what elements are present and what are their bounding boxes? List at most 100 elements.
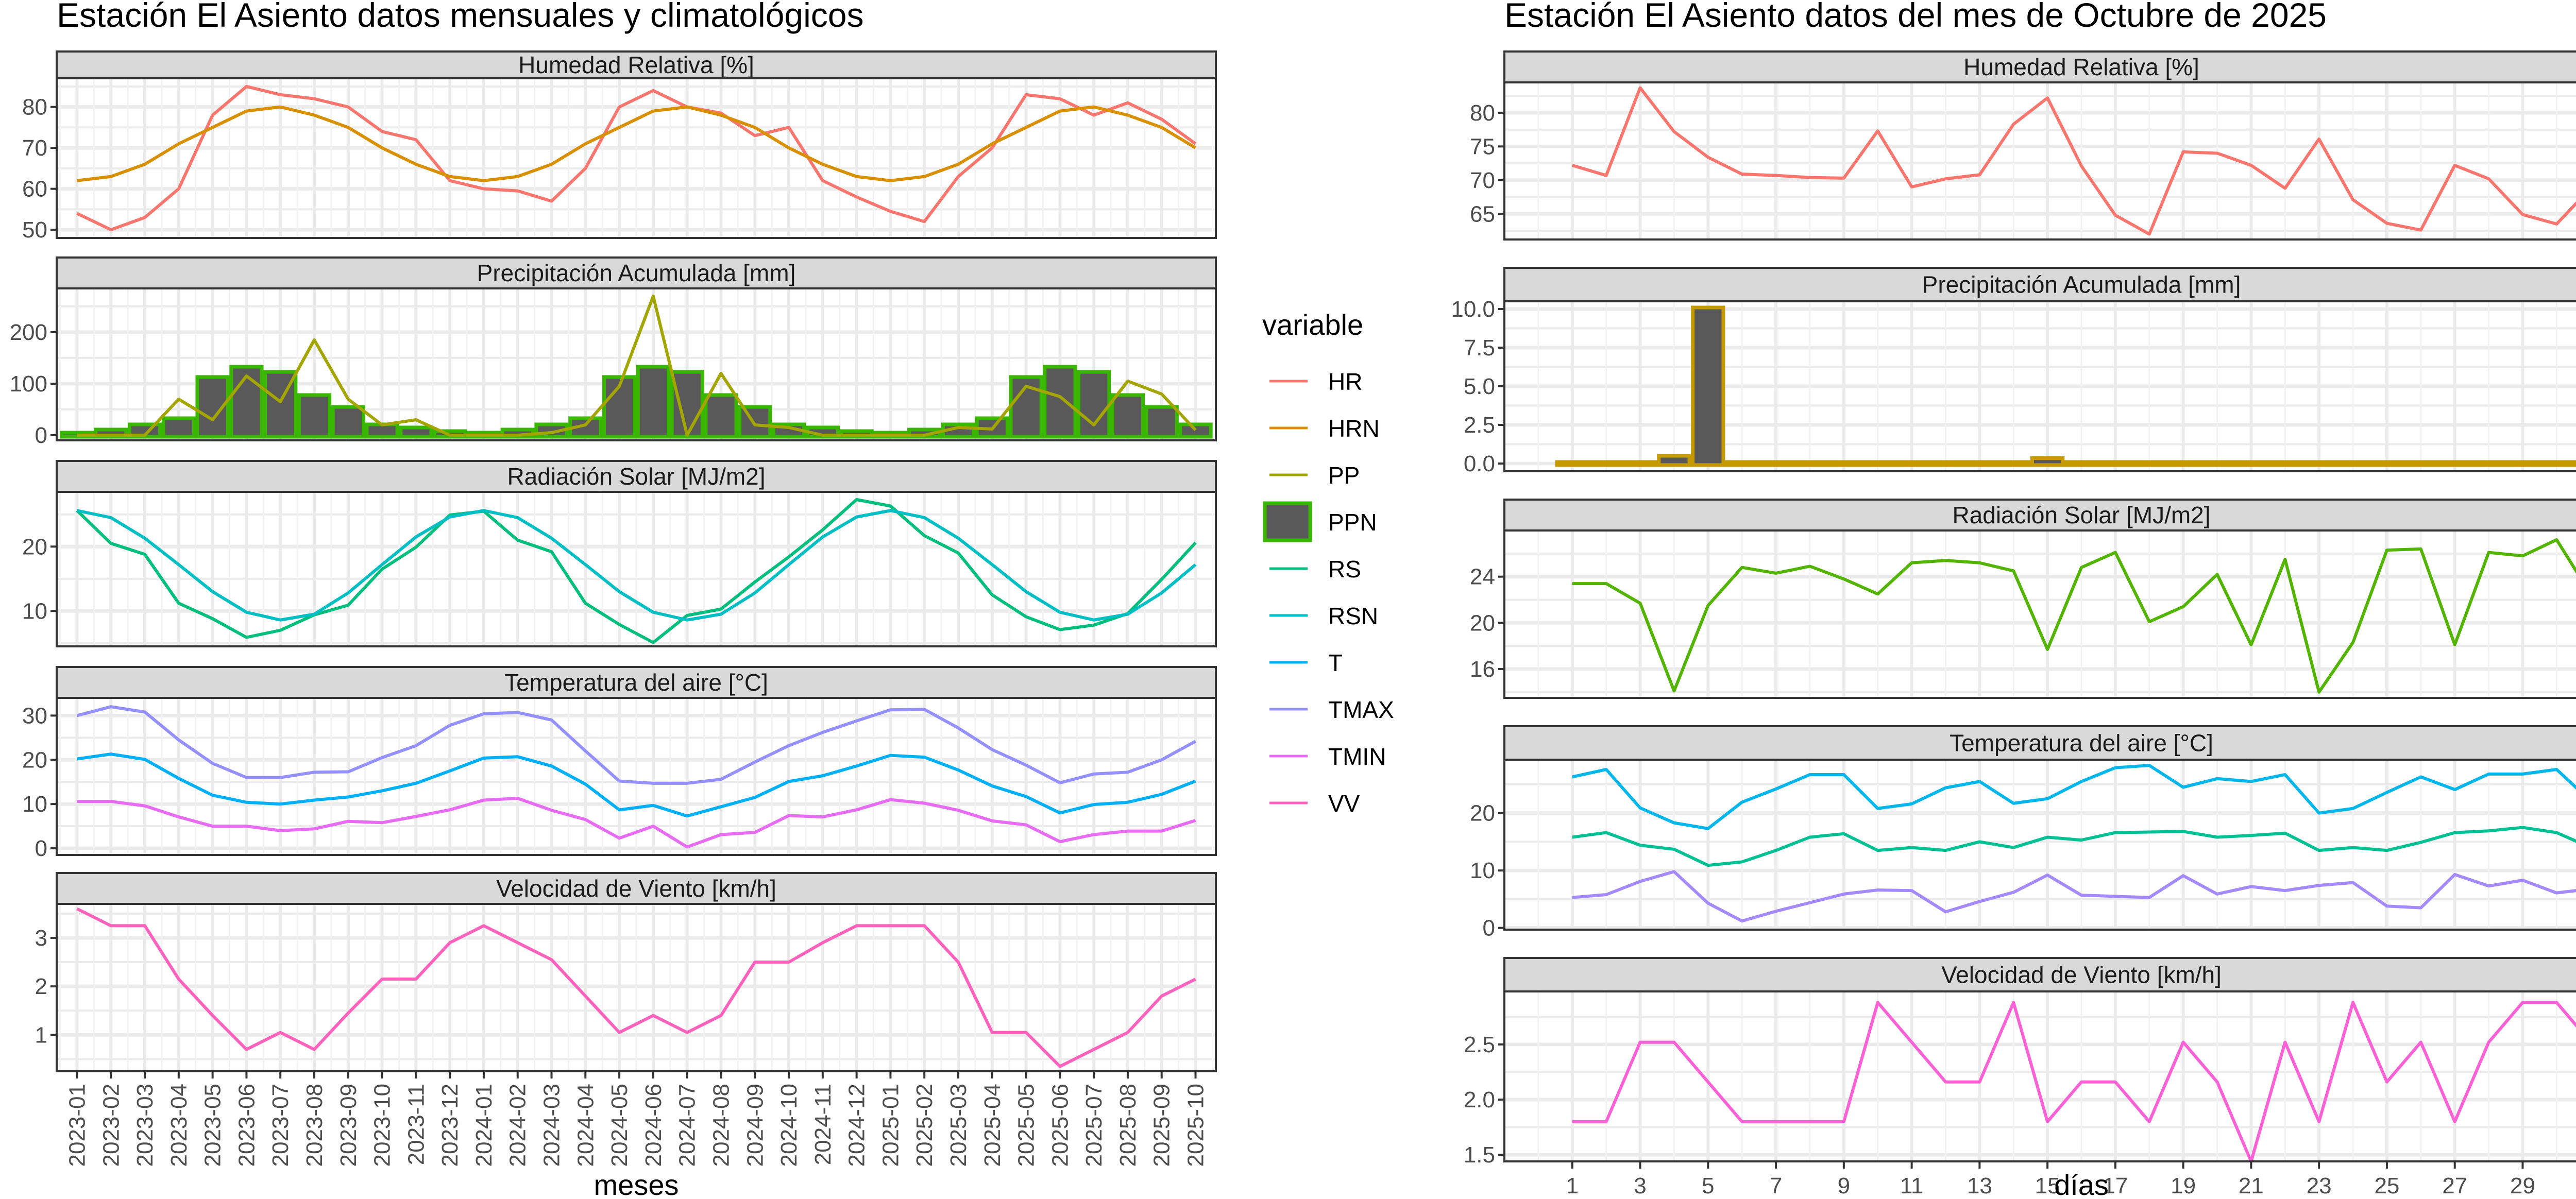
legend-item-rs: RS [1269,556,1361,583]
x-tick-label: 2025-07 [1081,1084,1107,1167]
bar-PP [2030,456,2065,467]
legend-key-bar [1263,501,1312,542]
bar-PPN [1144,405,1179,439]
x-tick-label: 2025-01 [878,1084,903,1167]
panel-strip [1503,725,2576,761]
left-plot-area: Humedad Relativa [%] 50 60 70 80 Precipitació… [10,50,1217,1167]
x-tick-label: 2025-03 [946,1084,971,1167]
series-line-TMIN [1572,870,2576,923]
x-tick-label: 23 [2307,1173,2332,1198]
panel-border [1503,759,2576,931]
bar-PP [2471,460,2506,467]
bar-PP [1962,460,1997,467]
left-panel-3: Temperatura del aire [°C] 0 10 20 30 [22,666,1217,861]
bar-PP [2064,460,2099,467]
panel-strip-label: Temperatura del aire [°C] [504,669,768,696]
y-tick-label: 75 [1470,134,1495,159]
panel-border [56,903,1217,1072]
bar-PPN [704,393,738,439]
y-tick-label: 2 [35,974,47,999]
right-plot-area: Humedad Relativa [%]65707580Precipitació… [1451,50,2576,1198]
x-tick-label: 2024-02 [505,1084,531,1167]
y-tick-label: 70 [22,135,47,161]
panel-strip-label: Velocidad de Viento [km/h] [496,875,776,902]
bar-PPN [1077,370,1111,439]
x-tick-label: 1 [1566,1173,1579,1198]
x-tick-label: 25 [2374,1173,2399,1198]
y-tick-label: 60 [22,177,47,202]
bar-PP [1623,460,1657,467]
bar-PP [2132,460,2166,467]
x-tick-label: 21 [2239,1173,2264,1198]
series-line-T [1572,826,2576,867]
legend-item-hrn: HRN [1269,415,1380,442]
bar-PP [2505,460,2540,467]
x-tick-label: 2024-04 [573,1084,598,1167]
x-tick-label: 19 [2171,1173,2196,1198]
bar-PPN [738,405,772,439]
y-tick-label: 10 [22,792,47,817]
y-tick-label: 50 [22,217,47,243]
y-tick-label: 3 [35,926,47,951]
panel-strip-label: Radiación Solar [MJ/m2] [507,463,765,490]
panel-border [1503,990,2576,1162]
x-tick-label: 2024-05 [607,1084,632,1167]
x-tick-label: 2023-10 [370,1084,395,1167]
series-line-RSN [76,509,1197,622]
x-tick-label: 17 [2103,1173,2128,1198]
legend-item-tmin: TMIN [1269,743,1386,770]
series-line-T [77,752,1196,818]
series-line-HR [76,84,1197,232]
legend-label: TMIN [1328,743,1386,770]
y-tick-label: 10 [22,598,47,624]
y-tick-label: 0 [35,836,47,861]
series-line-HRN [77,105,1197,182]
bar-PPN [1043,365,1077,439]
x-tick-label: 13 [1967,1173,1992,1198]
x-tick-label: 5 [1702,1173,1714,1198]
legend-label: HR [1328,368,1362,395]
bar-PP [2302,460,2336,467]
bar-PP [1657,454,1691,467]
y-tick-label: 100 [10,371,47,397]
y-tick-label: 7.5 [1464,335,1495,361]
y-tick-label: 10 [1470,858,1495,883]
y-tick-label: 2.5 [1464,1032,1495,1057]
x-tick-label: 27 [2442,1173,2467,1198]
bar-PP [2234,460,2268,467]
y-tick-label: 16 [1470,657,1495,682]
bar-PP [1589,460,1623,467]
series-line-PP [77,295,1197,437]
series-line-HR [1571,86,2576,236]
right-panel-1: Precipitación Acumulada [mm] 0.0 2.5 5.0 7.5… [1451,267,2576,476]
x-tick-label: 2023-08 [302,1084,327,1167]
bar-PPN [670,370,704,439]
bar-PP [2369,460,2404,467]
panel-strip-label: Temperatura del aire [°C] [1950,730,2213,757]
y-tick-label: 20 [1470,801,1495,826]
legend-item-hr: HR [1269,368,1362,395]
bar-PP [2268,460,2302,467]
left-x-axis-title: meses [594,1169,679,1199]
panel-border [1503,300,2576,472]
x-tick-label: 3 [1634,1173,1646,1198]
x-tick-label: 2025-02 [912,1084,937,1167]
y-tick-label: 200 [10,320,47,345]
panel-strip [56,666,1217,699]
x-tick-label: 2023-06 [234,1084,259,1167]
x-tick-label: 2024-08 [708,1084,734,1167]
bar-PP [1928,460,1963,467]
panel-strip-label: Radiación Solar [MJ/m2] [1952,502,2210,528]
panel-background [1504,991,2576,1161]
bar-PP [1691,305,1725,467]
x-tick-label: 2023-01 [64,1084,90,1167]
panel-border [56,697,1217,856]
x-tick-label: 2024-10 [776,1084,802,1167]
x-tick-label: 2023-12 [437,1084,463,1167]
x-tick-label: 11 [1900,1173,1924,1198]
bar-PP [2335,460,2370,467]
panel-strip-label: Humedad Relativa [%] [518,52,754,78]
bar-PPN [602,375,637,439]
x-tick-label: 2024-07 [675,1084,700,1167]
bar-PP [1826,460,1861,467]
